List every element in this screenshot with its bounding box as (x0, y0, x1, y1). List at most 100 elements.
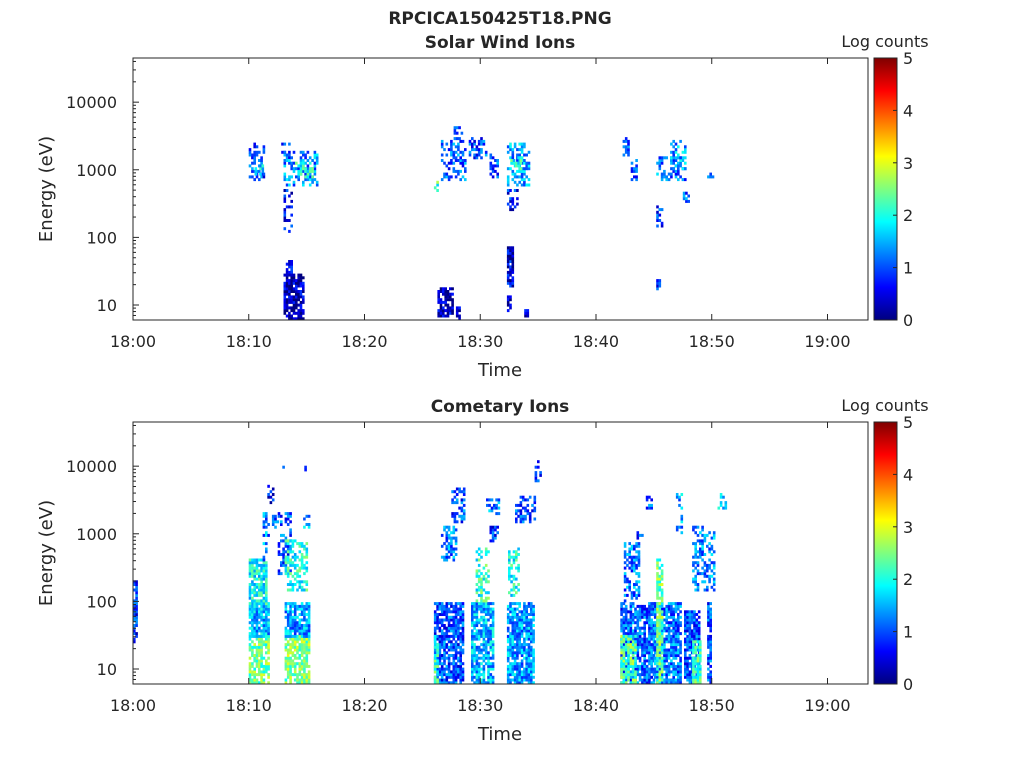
heatmap-cell (292, 276, 296, 280)
heatmap-cell (300, 673, 304, 677)
heatmap-cell (451, 300, 454, 304)
heatmap-cell (523, 604, 526, 608)
heatmap-cell (260, 662, 263, 666)
heatmap-cell (684, 656, 687, 660)
heatmap-cell (707, 615, 710, 619)
heatmap-cell (709, 175, 712, 179)
heatmap-cell (251, 662, 254, 666)
heatmap-cell (451, 514, 454, 518)
heatmap-cell (620, 667, 623, 671)
heatmap-cell (260, 632, 263, 636)
heatmap-cell (450, 150, 453, 154)
heatmap-cell (484, 640, 488, 644)
heatmap-cell (516, 159, 519, 162)
heatmap-cell (650, 506, 653, 510)
heatmap-cell (512, 555, 516, 559)
heatmap-cell (674, 656, 678, 660)
heatmap-cell (660, 678, 664, 682)
heatmap-cell (475, 156, 479, 160)
heatmap-cell (539, 473, 542, 477)
heatmap-cell (461, 648, 465, 652)
heatmap-cell (288, 175, 291, 179)
heatmap-cell (258, 667, 261, 671)
heatmap-cell (285, 276, 289, 280)
heatmap-cell (634, 667, 637, 671)
heatmap-cell (286, 629, 290, 633)
heatmap-cell (248, 561, 252, 565)
heatmap-cell (670, 670, 673, 674)
heatmap-cell (251, 678, 254, 682)
heatmap-cell (656, 634, 659, 638)
heatmap-cell (629, 659, 633, 663)
heatmap-cell (289, 624, 292, 627)
heatmap-cell (461, 153, 465, 157)
heatmap-cell (307, 643, 311, 647)
heatmap-cell (455, 126, 459, 130)
heatmap-cell (684, 664, 687, 668)
heatmap-cell (630, 563, 634, 567)
heatmap-cell (295, 303, 298, 307)
heatmap-cell (473, 675, 476, 679)
heatmap-cell (496, 159, 499, 162)
heatmap-cell (289, 656, 292, 660)
heatmap-cell (637, 585, 641, 589)
heatmap-cell (658, 621, 662, 625)
heatmap-cell (530, 621, 533, 625)
heatmap-cell (710, 561, 714, 565)
heatmap-cell (461, 673, 465, 677)
heatmap-cell (262, 673, 266, 677)
heatmap-cell (307, 664, 311, 668)
heatmap-cell (525, 651, 528, 655)
heatmap-cell (697, 615, 701, 619)
heatmap-cell (300, 607, 304, 611)
heatmap-cell (298, 656, 302, 660)
heatmap-cell (516, 654, 519, 657)
heatmap-cell (631, 667, 635, 671)
heatmap-cell (660, 159, 664, 162)
heatmap-cell (672, 670, 675, 674)
heatmap-cell (251, 602, 254, 606)
heatmap-cell (643, 667, 646, 671)
heatmap-cell (471, 643, 474, 647)
heatmap-cell (289, 643, 292, 647)
heatmap-cell (289, 514, 292, 518)
heatmap-cell (684, 654, 687, 657)
heatmap-cell (525, 629, 528, 633)
heatmap-cell (686, 640, 689, 644)
heatmap-cell (258, 159, 261, 162)
heatmap-cell (506, 273, 510, 277)
heatmap-cell (643, 675, 646, 679)
heatmap-cell (509, 268, 512, 272)
heatmap-cell (650, 643, 653, 647)
heatmap-cell (288, 295, 291, 299)
heatmap-cell (520, 610, 524, 614)
heatmap-cell (677, 667, 680, 671)
heatmap-cell (293, 654, 297, 657)
heatmap-cell (296, 656, 299, 660)
heatmap-cell (688, 662, 692, 666)
heatmap-cell (653, 673, 657, 677)
heatmap-cell (285, 178, 289, 182)
heatmap-cell (285, 219, 289, 222)
heatmap-cell (707, 624, 710, 627)
heatmap-cell (506, 626, 510, 630)
heatmap-cell (286, 514, 290, 518)
heatmap-cell (677, 637, 680, 641)
heatmap-cell (477, 553, 481, 556)
heatmap-cell (701, 580, 704, 584)
heatmap-cell (459, 678, 462, 682)
heatmap-cell (293, 634, 297, 638)
heatmap-cell (516, 613, 519, 616)
heatmap-cell (484, 634, 488, 638)
heatmap-cell (506, 645, 510, 649)
heatmap-cell (308, 175, 312, 179)
heatmap-cell (475, 662, 479, 666)
heatmap-cell (520, 148, 524, 152)
heatmap-cell (660, 643, 664, 647)
heatmap-cell (656, 656, 659, 660)
heatmap-cell (670, 664, 673, 668)
heatmap-cell (512, 577, 516, 581)
heatmap-cell (452, 675, 456, 679)
heatmap-cell (298, 654, 302, 657)
heatmap-cell (283, 197, 287, 201)
